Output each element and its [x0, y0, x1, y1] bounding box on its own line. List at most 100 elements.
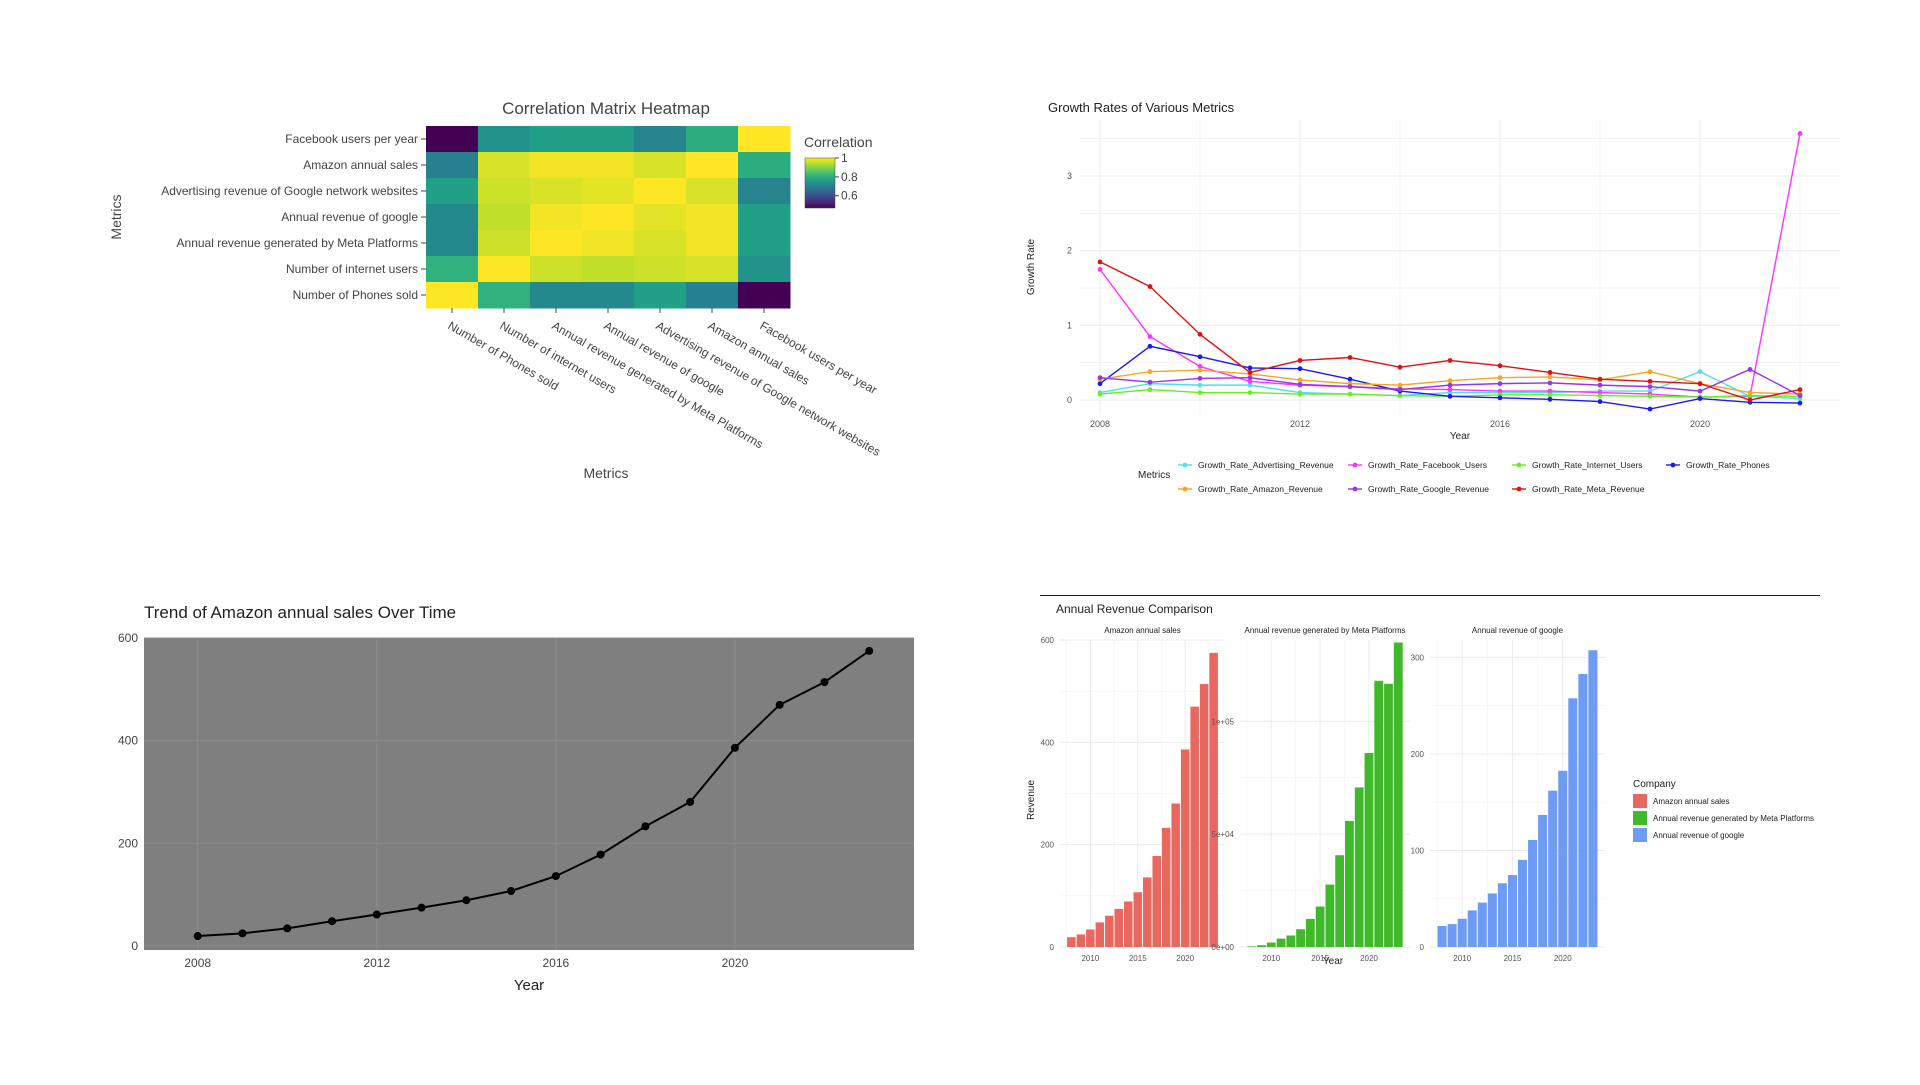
revenue-bar	[1518, 859, 1528, 947]
revenue-bar	[1578, 673, 1588, 947]
y-tick-label: Annual revenue of google	[281, 210, 418, 224]
data-point	[730, 743, 739, 752]
heatmap-cell	[634, 152, 687, 179]
x-tick-label: 2012	[363, 956, 390, 970]
legend-label: Amazon annual sales	[1653, 797, 1730, 806]
revenue-bar	[1142, 877, 1152, 947]
revenue-bar	[1266, 942, 1276, 947]
revenue-bar	[1286, 935, 1296, 947]
heatmap-cell	[686, 282, 739, 309]
colorbar-tick-label: 1	[841, 151, 848, 165]
data-point	[1147, 334, 1153, 339]
x-tick-label: 2015	[1129, 954, 1147, 963]
x-tick-label: 2020	[1690, 419, 1710, 429]
legend-key	[1633, 811, 1647, 825]
revenue-bar	[1124, 901, 1133, 947]
data-point	[1547, 370, 1553, 375]
data-point	[1447, 382, 1453, 388]
y-tick-label: Annual revenue generated by Meta Platfor…	[177, 236, 418, 250]
revenue-bar	[1199, 684, 1209, 947]
data-point	[193, 932, 202, 941]
data-point	[1197, 367, 1203, 373]
y-axis-title: Growth Rate	[1026, 238, 1037, 295]
data-point	[507, 886, 516, 895]
revenue-bar	[1296, 929, 1305, 947]
x-tick-label: 2020	[1554, 954, 1572, 963]
heatmap-cell	[426, 204, 479, 231]
data-point	[1547, 388, 1553, 394]
panel-divider-line	[1040, 595, 1820, 596]
y-tick-label: 0	[1050, 943, 1055, 952]
data-point	[1297, 391, 1303, 397]
revenue-bar	[1477, 902, 1487, 947]
x-axis-title: Year	[514, 977, 544, 994]
heatmap-cell	[686, 178, 739, 205]
revenue-bar	[1325, 884, 1335, 947]
legend-label: Growth_Rate_Advertising_Revenue	[1198, 460, 1334, 470]
data-point	[1147, 284, 1153, 289]
heatmap-cell	[478, 230, 531, 257]
revenue-bar	[1171, 803, 1180, 947]
amazon-trend-chart: Trend of Amazon annual sales Over Time 0 2…	[118, 603, 914, 994]
y-tick-label: 200	[1411, 750, 1425, 759]
heatmap-cell	[530, 178, 583, 205]
heatmap-cell	[738, 256, 791, 283]
heatmap-cell	[478, 126, 531, 153]
colorbar-tick-label: 0.6	[841, 189, 858, 203]
heatmap-cell	[530, 204, 583, 231]
heatmap-cell	[530, 126, 583, 153]
revenue-bar	[1467, 910, 1477, 947]
data-point	[641, 822, 650, 831]
heatmap-cell	[478, 152, 531, 179]
heatmap-cell	[582, 230, 635, 257]
heatmap-cell	[530, 256, 583, 283]
data-point	[283, 924, 292, 933]
x-tick-label: 2015	[1311, 954, 1329, 963]
heatmap-cell	[478, 256, 531, 283]
data-point	[1247, 370, 1253, 375]
revenue-bar	[1354, 787, 1364, 947]
x-tick-label: 2010	[1453, 954, 1471, 963]
data-point	[1297, 366, 1303, 372]
bars-title: Annual Revenue Comparison	[1056, 602, 1213, 616]
legend-label: Annual revenue of google	[1653, 831, 1745, 840]
data-point	[1447, 378, 1453, 384]
growth-title: Growth Rates of Various Metrics	[1048, 100, 1235, 115]
correlation-heatmap-chart: Correlation Matrix Heatmap Facebook users…	[108, 99, 883, 481]
revenue-bar	[1315, 906, 1325, 947]
data-point	[1797, 387, 1803, 393]
data-point	[1297, 377, 1303, 383]
legend-label: Growth_Rate_Internet_Users	[1532, 460, 1643, 470]
data-point	[1597, 376, 1603, 382]
data-point	[1797, 131, 1803, 136]
data-point	[1147, 379, 1153, 385]
y-tick-label: Facebook users per year	[285, 132, 418, 146]
revenue-bar	[1190, 706, 1199, 947]
legend-key	[1633, 794, 1647, 808]
revenue-bar	[1180, 749, 1190, 947]
data-point	[1347, 376, 1353, 382]
data-point	[1547, 396, 1553, 402]
x-tick-label: 2010	[1081, 954, 1099, 963]
data-point	[1297, 381, 1303, 387]
x-axis-title: Year	[1323, 956, 1344, 967]
data-point	[1797, 400, 1803, 406]
growth-rates-chart: Growth Rates of Various Metrics 0 1 2 3 2008 2…	[1026, 100, 1840, 494]
data-point	[551, 872, 560, 881]
revenue-bar	[1247, 946, 1257, 947]
facet-label: Amazon annual sales	[1104, 626, 1181, 635]
heatmap-cell	[738, 282, 791, 309]
data-point	[1347, 384, 1353, 390]
trend-title: Trend of Amazon annual sales Over Time	[144, 603, 456, 622]
data-point	[1647, 369, 1653, 375]
revenue-bar	[1487, 893, 1497, 947]
legend-key-point	[1182, 462, 1188, 468]
y-tick-label: 400	[1041, 738, 1055, 747]
revenue-bar	[1335, 855, 1345, 947]
x-tick-label: Advertising revenue of Google network we…	[654, 318, 883, 459]
heatmap-cell	[738, 126, 791, 153]
x-axis-title: Year	[1450, 431, 1471, 442]
data-point	[596, 850, 605, 859]
heatmap-cell	[426, 282, 479, 309]
x-tick-label: 2008	[184, 956, 211, 970]
